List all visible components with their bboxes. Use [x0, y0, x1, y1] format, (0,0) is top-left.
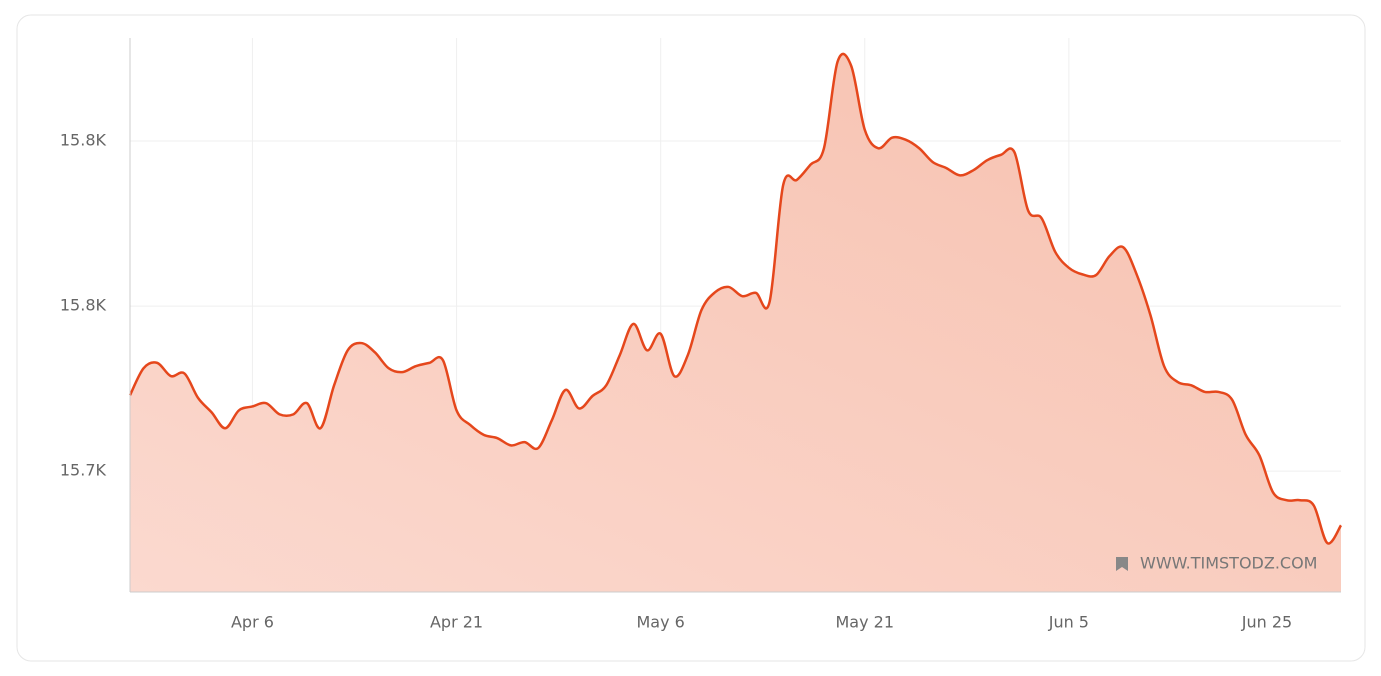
watermark-text: WWW.TIMSTODZ.COM [1140, 554, 1317, 573]
y-tick-label: 15.8K [60, 296, 107, 315]
x-tick-label: Apr 21 [430, 613, 483, 632]
line [128, 52, 1343, 545]
y-tick-label: 15.8K [60, 131, 107, 150]
area-fill [130, 53, 1341, 593]
x-tick-label: May 6 [636, 613, 684, 632]
x-tick-label: Jun 5 [1048, 613, 1089, 632]
watermark-icon [1116, 557, 1128, 571]
x-tick-label: May 21 [835, 613, 894, 632]
x-tick-label: Jun 25 [1241, 613, 1292, 632]
watermark: WWW.TIMSTODZ.COM [1116, 554, 1317, 573]
x-tick-label: Apr 6 [231, 613, 274, 632]
y-tick-label: 15.7K [60, 461, 107, 480]
